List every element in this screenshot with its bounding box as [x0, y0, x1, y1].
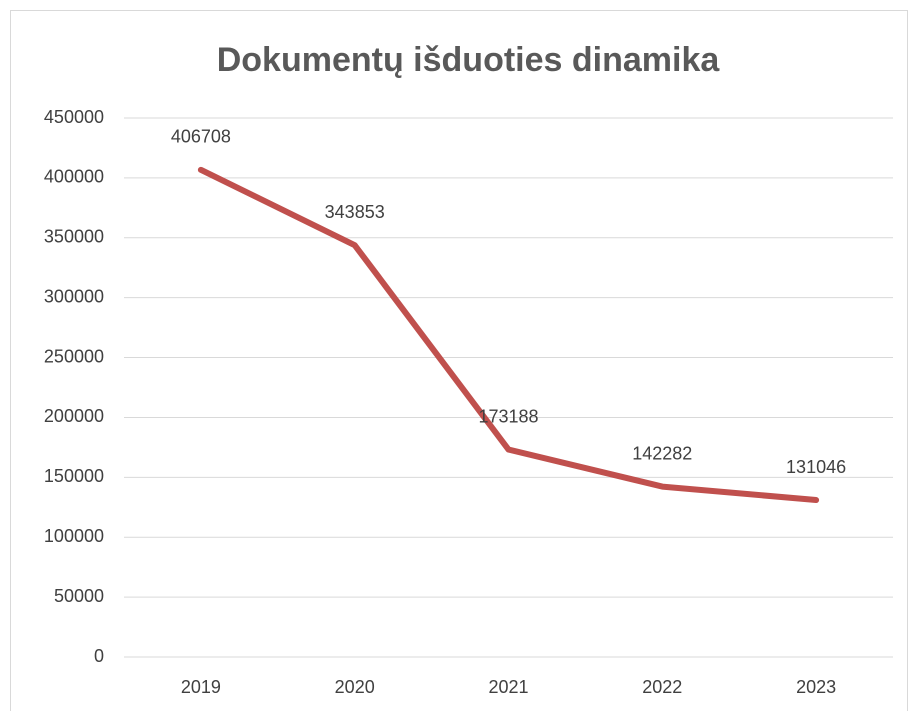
data-label: 142282: [632, 443, 692, 463]
y-tick-label: 50000: [54, 586, 104, 606]
y-tick-label: 150000: [44, 466, 104, 486]
x-tick-label: 2020: [335, 677, 375, 697]
y-tick-label: 250000: [44, 346, 104, 366]
y-tick-label: 400000: [44, 167, 104, 187]
y-tick-label: 300000: [44, 286, 104, 306]
x-tick-label: 2019: [181, 677, 221, 697]
data-label: 406708: [171, 127, 231, 147]
chart-border: [10, 10, 908, 711]
data-label: 343853: [325, 202, 385, 222]
chart-title: Dokumentų išduoties dinamika: [217, 41, 721, 79]
y-tick-label: 200000: [44, 406, 104, 426]
y-tick-label: 350000: [44, 227, 104, 247]
line: [197, 166, 820, 504]
y-tick-label: 100000: [44, 526, 104, 546]
data-label: 173188: [478, 406, 538, 426]
y-tick-label: 450000: [44, 107, 104, 127]
data-label: 131046: [786, 457, 846, 477]
x-tick-label: 2021: [488, 677, 528, 697]
y-tick-label: 0: [94, 646, 104, 666]
x-tick-label: 2023: [796, 677, 836, 697]
x-tick-label: 2022: [642, 677, 682, 697]
